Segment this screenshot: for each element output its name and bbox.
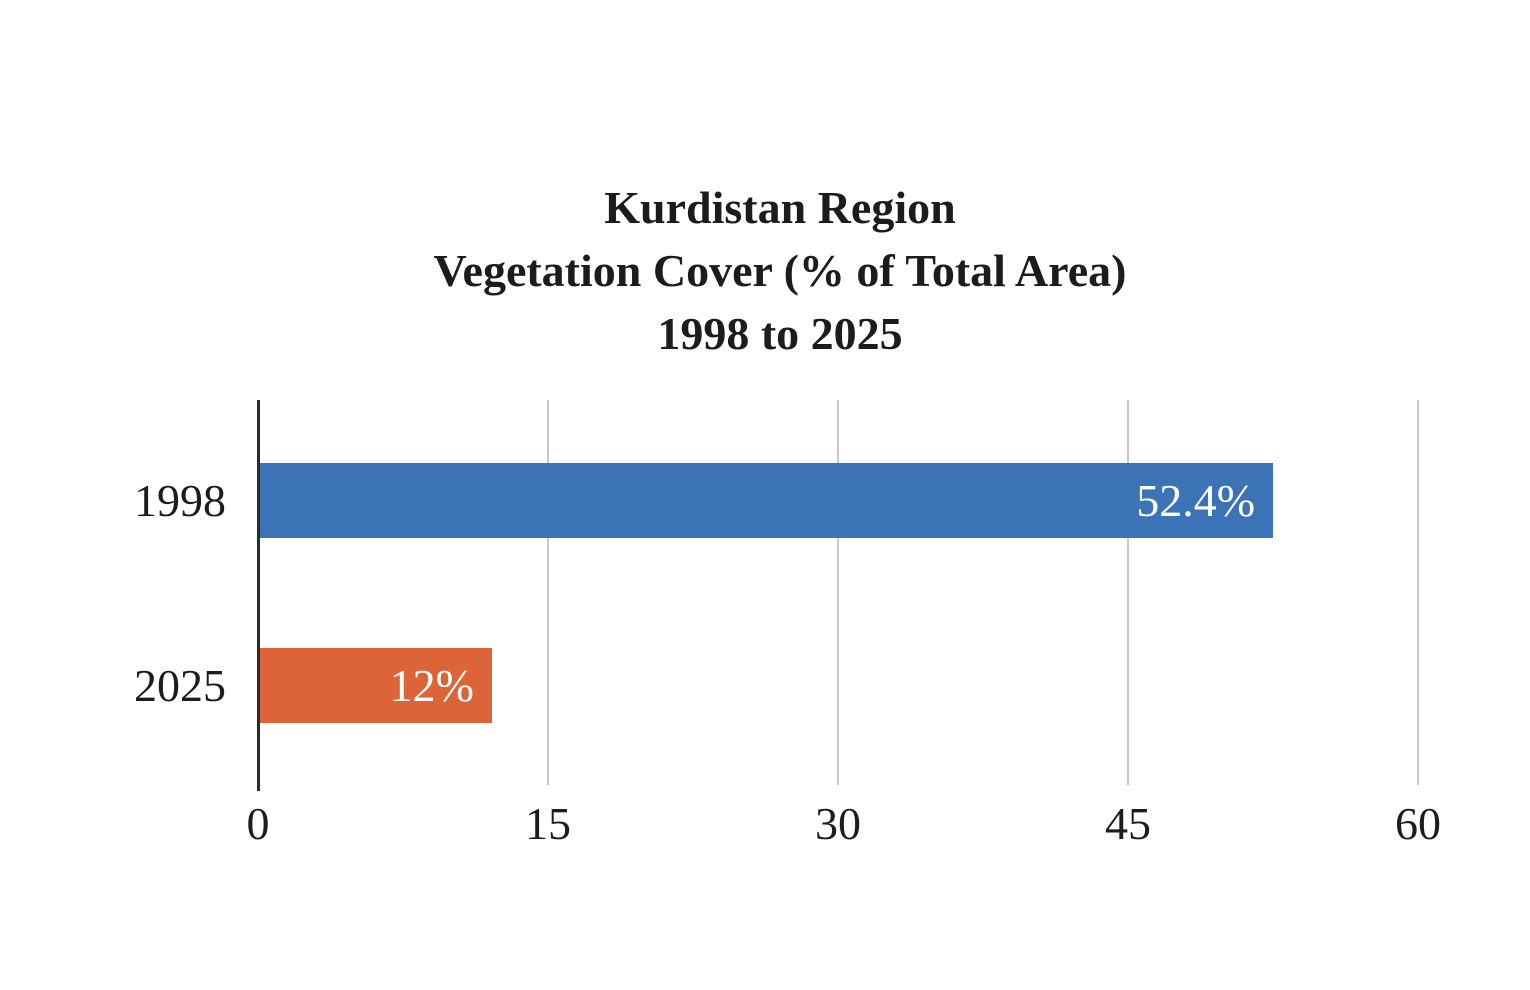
bar-2025: 12%: [260, 647, 492, 723]
gridline-45: [1127, 400, 1129, 785]
x-tick-label-15: 15: [525, 798, 571, 849]
chart-title-line-1: Kurdistan Region: [604, 182, 956, 233]
category-label-2025: 2025: [134, 659, 226, 711]
x-tick-label-45: 45: [1105, 798, 1151, 849]
gridline-15: [547, 400, 549, 785]
x-tick-label-0: 0: [246, 798, 270, 849]
gridline-60: [1417, 400, 1419, 785]
x-tick-label-30: 30: [815, 798, 861, 849]
bar-value-label-2025: 12%: [389, 659, 474, 711]
gridline-30: [837, 400, 839, 785]
y-axis-line: [257, 400, 260, 791]
chart-title-line-3: 1998 to 2025: [657, 308, 903, 359]
bar-value-label-1998: 52.4%: [1136, 474, 1256, 526]
category-label-1998: 1998: [134, 474, 226, 526]
chart-title-line-2: Vegetation Cover (% of Total Area): [433, 245, 1127, 296]
plot-area: 52.4% 12%: [257, 400, 1419, 791]
chart-title: Kurdistan Region Vegetation Cover (% of …: [80, 176, 1480, 365]
x-tick-label-60: 60: [1395, 798, 1441, 849]
bar-1998: 52.4%: [260, 462, 1274, 538]
